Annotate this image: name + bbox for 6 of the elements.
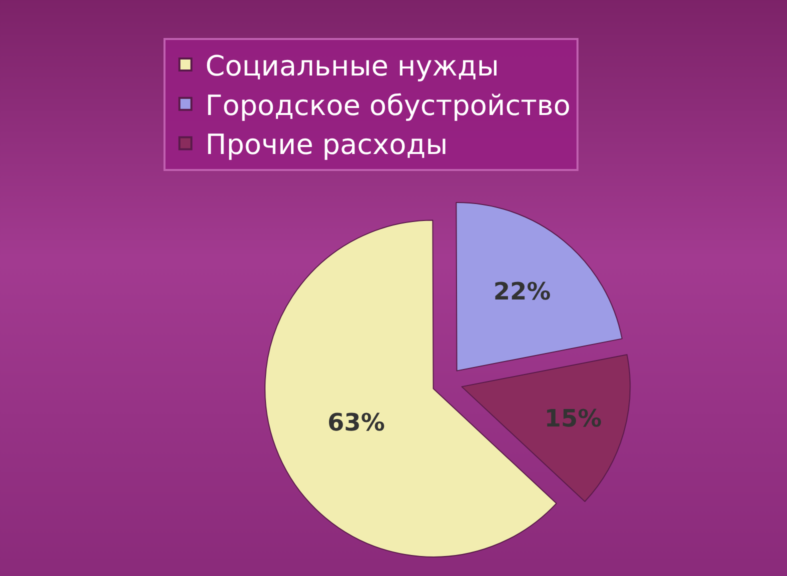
legend-label: Прочие расходы (205, 128, 448, 162)
legend-label: Социальные нужды (205, 49, 500, 82)
data-label: 22% (493, 277, 551, 306)
data-label: 63% (327, 408, 385, 436)
data-label: 15% (544, 404, 602, 433)
legend-label: Городское обустройство (205, 88, 571, 122)
